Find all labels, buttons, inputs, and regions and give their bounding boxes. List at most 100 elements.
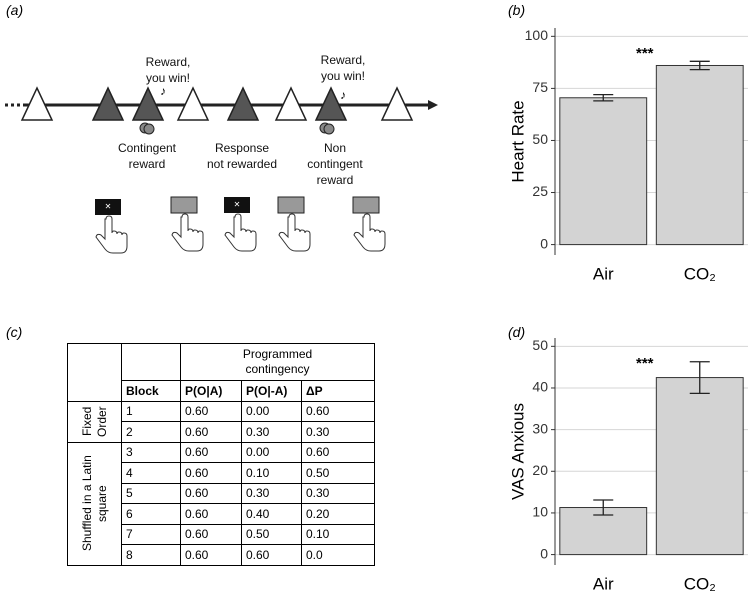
error-bar: [593, 93, 614, 102]
panel-label: (a): [6, 2, 24, 18]
cell: 4: [121, 462, 181, 484]
y-tick-label: 30: [532, 420, 548, 436]
svg-text:♪: ♪: [340, 88, 346, 102]
x-tick-label: Air: [593, 264, 614, 283]
error-bar: [689, 361, 710, 395]
group-label: Fixed Order: [79, 406, 109, 437]
annotation: ***: [636, 45, 654, 62]
timeline: ♪ ♪: [5, 84, 438, 135]
hand: [95, 215, 128, 254]
y-tick-label: 20: [532, 462, 548, 478]
error-bar: [593, 499, 614, 516]
table-row: 5 0.60 0.30 0.30: [68, 482, 375, 504]
cell: 0.30: [241, 421, 302, 443]
cell: [67, 343, 122, 402]
y-tick-label: 100: [525, 27, 549, 43]
hand: [353, 213, 386, 252]
y-tick-label: 75: [532, 79, 548, 95]
reward-text: Reward, you win!: [145, 55, 191, 85]
hand: [224, 213, 257, 252]
cell: 6: [121, 503, 181, 525]
cell: 0.10: [301, 523, 375, 545]
y-tick-label: 0: [540, 235, 548, 251]
column-header: Block: [121, 380, 181, 402]
group-label: Shuffled in a Latin square: [79, 455, 109, 552]
cell: 0.60: [180, 441, 242, 463]
table-row: 8 0.60 0.60 0.0: [68, 544, 375, 566]
cell: 1: [121, 400, 181, 422]
y-tick-label: 0: [540, 545, 548, 561]
cell: 0.60: [180, 462, 242, 484]
event-label: Contingent reward: [117, 141, 177, 171]
cell: 0.00: [241, 441, 302, 463]
cell: 0.60: [180, 523, 242, 545]
y-tick-label: 50: [532, 131, 548, 147]
cell: 2: [121, 421, 181, 443]
y-tick-label: 40: [532, 379, 548, 395]
cell: 7: [121, 523, 181, 545]
cell: 0.10: [241, 462, 302, 484]
bar: [655, 64, 744, 246]
header: Programmed contingency: [242, 347, 313, 376]
cell: 0.0: [301, 544, 375, 566]
event-label: Response not rewarded: [206, 141, 278, 171]
svg-text:♪: ♪: [160, 84, 166, 98]
cell: 5: [121, 482, 181, 504]
column-header: ΔP: [301, 380, 375, 402]
y-tick-label: 25: [532, 183, 548, 199]
bar: [559, 97, 648, 246]
cell: [121, 343, 181, 381]
cell: 0.30: [241, 482, 302, 504]
panel-label: (c): [6, 324, 23, 340]
cell: 0.50: [241, 523, 302, 545]
panel-label: (b): [508, 2, 526, 18]
cell: 0.60: [301, 400, 375, 422]
svg-text:✕: ✕: [105, 202, 112, 211]
x-tick-label: CO₂: [684, 264, 716, 283]
cell: 8: [121, 544, 181, 566]
event-label: Non contingent reward: [307, 141, 363, 187]
y-axis-label: VAS Anxious: [508, 403, 527, 500]
header-cell: Programmed contingency: [180, 343, 375, 381]
annotation: ***: [636, 355, 654, 372]
cell: 0.60: [180, 421, 242, 443]
cell: 0.60: [180, 482, 242, 504]
hands: [95, 213, 386, 254]
table-row: Fixed Order 1 0.60 0.00 0.60: [67, 400, 375, 443]
reward-text: Reward, you win!: [320, 53, 366, 83]
svg-text:✕: ✕: [234, 200, 241, 209]
hand: [278, 213, 311, 252]
panel-label: (d): [508, 324, 526, 340]
cell: 0.30: [301, 421, 375, 443]
table-row: Shuffled in a Latin square 3 0.60 0.00 0.60: [67, 441, 375, 566]
error-bar: [689, 60, 710, 71]
column-header: P(O|A): [180, 380, 242, 402]
table-row: 7 0.60 0.50 0.10: [68, 523, 375, 545]
table-row: 4 0.60 0.10 0.50: [68, 462, 375, 484]
bar: [655, 377, 744, 556]
cell: 3: [121, 441, 181, 463]
cell: 0.60: [180, 503, 242, 525]
column-header: P(O|-A): [241, 380, 302, 402]
group-cell: Shuffled in a Latin square: [67, 441, 122, 566]
y-tick-label: 10: [532, 504, 548, 520]
contingency-table: Programmed contingency Block P(O|A) P(O|-A…: [67, 343, 375, 566]
group-cell: Fixed Order: [67, 400, 122, 443]
cell: 0.30: [301, 482, 375, 504]
x-tick-label: Air: [593, 574, 614, 593]
y-axis-label: Heart Rate: [508, 100, 527, 182]
table-row: 6 0.60 0.40 0.20: [68, 503, 375, 525]
cell: 0.50: [301, 462, 375, 484]
y-tick-label: 50: [532, 337, 548, 353]
cell: 0.20: [301, 503, 375, 525]
buttons: ✕ ✕: [95, 196, 380, 215]
cell: 0.60: [241, 544, 302, 566]
cell: 0.60: [180, 544, 242, 566]
cell: 0.40: [241, 503, 302, 525]
cell: 0.00: [241, 400, 302, 422]
cell: 0.60: [180, 400, 242, 422]
x-tick-label: CO₂: [684, 574, 716, 593]
cell: 0.60: [301, 441, 375, 463]
